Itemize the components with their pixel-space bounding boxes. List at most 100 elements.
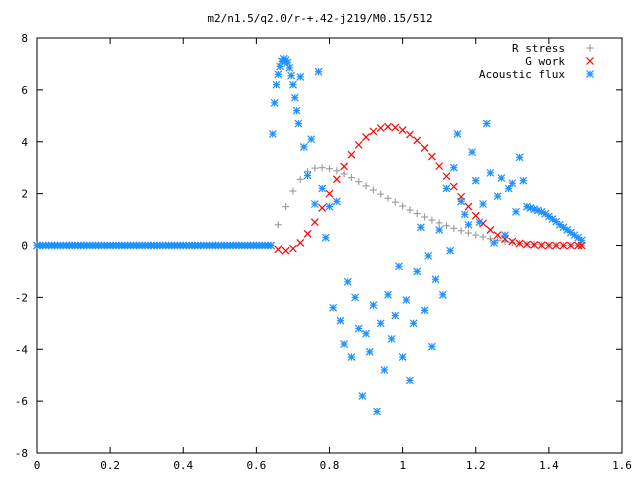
data-point [310, 200, 319, 208]
data-point [264, 241, 272, 250]
data-point [377, 190, 385, 198]
data-point [420, 144, 429, 152]
data-point [486, 168, 495, 177]
data-point [274, 70, 283, 79]
data-point [282, 203, 290, 211]
data-point [468, 148, 477, 157]
data-point [268, 130, 277, 138]
data-point [421, 213, 429, 221]
data-point [490, 238, 498, 247]
series-acoustic-flux-baseline [33, 241, 272, 250]
data-point [299, 143, 308, 151]
data-point [391, 198, 399, 206]
legend-marker [586, 44, 594, 52]
axis-ticks: 0 0.2 0.4 0.6 0.8 1 1.2 1.4 1.6 8 6 4 2 0 -2 -4 -6 -8 [15, 32, 632, 472]
data-point [409, 319, 418, 328]
data-point [530, 241, 539, 249]
data-point [289, 80, 297, 89]
data-point [362, 182, 370, 190]
data-point [457, 227, 465, 235]
x-tick-label: 1 [399, 459, 406, 472]
data-point [384, 290, 392, 299]
data-point [369, 301, 378, 310]
data-point [289, 244, 297, 253]
data-point [464, 220, 473, 229]
y-tick-label: 6 [21, 84, 28, 97]
y-tick-label: 0 [21, 240, 28, 253]
data-point [406, 130, 414, 139]
data-point [460, 210, 469, 219]
data-point [443, 222, 450, 230]
x-tick-label: 0.2 [100, 459, 120, 472]
data-point [384, 194, 392, 202]
data-point [486, 226, 495, 234]
data-point [457, 197, 466, 206]
data-point [493, 231, 502, 240]
data-point [303, 229, 312, 238]
data-point [369, 186, 377, 194]
data-point [303, 171, 312, 180]
data-point [340, 162, 349, 171]
data-point [501, 231, 509, 240]
x-tick-label: 1.6 [612, 459, 632, 472]
data-point [424, 251, 433, 260]
data-point [296, 72, 305, 81]
data-point [515, 239, 524, 248]
y-tick-label: -4 [15, 343, 29, 356]
data-point [435, 219, 443, 227]
data-point [310, 218, 319, 227]
y-tick-label: 4 [21, 136, 28, 149]
data-point [290, 93, 299, 102]
legend-marker [586, 70, 594, 78]
data-point [272, 80, 281, 89]
data-point [329, 303, 338, 312]
data-point [347, 150, 356, 159]
data-point [453, 130, 462, 138]
data-point [376, 124, 385, 132]
x-tick-label: 0 [34, 459, 41, 472]
y-tick-label: -8 [15, 447, 28, 460]
data-point [402, 296, 411, 304]
data-point [355, 178, 363, 186]
data-point [347, 353, 356, 361]
data-point [354, 324, 363, 333]
data-point [369, 127, 378, 136]
data-point [420, 306, 429, 315]
data-point [577, 236, 586, 245]
data-point [406, 376, 414, 385]
data-point [435, 162, 444, 171]
y-tick-label: 8 [21, 32, 28, 45]
data-point [318, 184, 327, 193]
data-point [296, 238, 305, 247]
data-point [292, 106, 301, 115]
data-point [333, 167, 341, 175]
data-point [307, 135, 316, 144]
data-point [482, 119, 491, 128]
data-point [486, 235, 494, 243]
data-point [471, 211, 480, 220]
data-point [387, 334, 396, 343]
data-point [281, 246, 290, 255]
data-point [464, 229, 472, 237]
data-point [449, 163, 458, 172]
data-point [347, 174, 355, 182]
data-point [552, 241, 561, 250]
data-point [343, 277, 352, 286]
x-tick-label: 0.8 [320, 459, 340, 472]
data-point [442, 172, 451, 181]
data-point [435, 226, 444, 234]
data-point [318, 203, 327, 212]
data-point [544, 241, 553, 250]
data-point [340, 340, 349, 348]
data-point [398, 126, 407, 135]
data-point [494, 236, 502, 244]
data-point [559, 241, 568, 250]
y-tick-label: -6 [15, 395, 28, 408]
data-point [311, 164, 319, 172]
data-point [416, 223, 425, 232]
data-point [354, 140, 363, 149]
data-point [523, 240, 531, 249]
chart-title: m2/n1.5/q2.0/r-+.42-j219/M0.15/512 [207, 12, 432, 25]
